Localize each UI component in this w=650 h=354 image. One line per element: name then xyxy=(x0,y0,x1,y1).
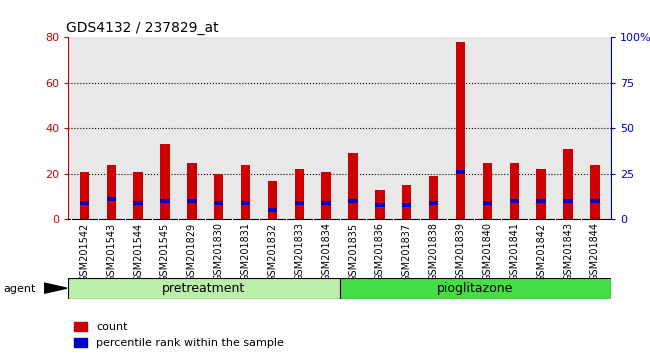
Text: GSM201836: GSM201836 xyxy=(375,222,385,281)
Bar xyxy=(107,198,116,201)
Bar xyxy=(510,199,519,203)
Text: pioglitazone: pioglitazone xyxy=(437,282,514,295)
Text: GSM201840: GSM201840 xyxy=(482,222,493,281)
Legend: count, percentile rank within the sample: count, percentile rank within the sample xyxy=(74,322,284,348)
Bar xyxy=(348,153,358,219)
Polygon shape xyxy=(44,283,67,293)
Bar xyxy=(564,199,573,203)
Text: GSM201839: GSM201839 xyxy=(456,222,465,281)
Bar xyxy=(187,199,196,203)
Bar xyxy=(268,181,277,219)
Bar xyxy=(402,203,411,207)
Text: GSM201542: GSM201542 xyxy=(79,222,89,282)
Bar xyxy=(161,199,170,203)
Bar xyxy=(68,278,339,299)
Bar xyxy=(80,201,89,205)
Bar xyxy=(322,172,331,219)
Text: GSM201830: GSM201830 xyxy=(214,222,224,281)
Bar xyxy=(133,201,143,205)
Bar xyxy=(375,203,385,207)
Text: GDS4132 / 237829_at: GDS4132 / 237829_at xyxy=(66,21,218,35)
Bar xyxy=(322,201,331,205)
Text: GSM201545: GSM201545 xyxy=(160,222,170,282)
Bar xyxy=(241,201,250,205)
Bar xyxy=(483,201,492,205)
Bar xyxy=(241,165,250,219)
Bar xyxy=(456,42,465,219)
Bar xyxy=(590,165,599,219)
Bar xyxy=(429,201,438,205)
Bar xyxy=(564,149,573,219)
Bar xyxy=(510,162,519,219)
Bar xyxy=(375,190,385,219)
Text: GSM201835: GSM201835 xyxy=(348,222,358,281)
Text: agent: agent xyxy=(3,284,36,293)
Bar xyxy=(536,199,546,203)
Bar xyxy=(456,170,465,174)
Bar xyxy=(294,201,304,205)
Bar xyxy=(402,185,411,219)
Text: GSM201844: GSM201844 xyxy=(590,222,600,281)
Bar xyxy=(268,208,277,212)
Bar xyxy=(161,144,170,219)
Text: GSM201544: GSM201544 xyxy=(133,222,143,281)
Bar xyxy=(483,162,492,219)
Text: GSM201831: GSM201831 xyxy=(240,222,251,281)
Bar xyxy=(214,174,224,219)
Text: GSM201842: GSM201842 xyxy=(536,222,546,281)
Bar xyxy=(294,169,304,219)
Text: GSM201837: GSM201837 xyxy=(402,222,412,281)
Text: GSM201829: GSM201829 xyxy=(187,222,197,281)
Text: GSM201543: GSM201543 xyxy=(106,222,116,281)
Text: GSM201834: GSM201834 xyxy=(321,222,332,281)
Bar xyxy=(590,199,599,203)
Text: GSM201833: GSM201833 xyxy=(294,222,304,281)
Bar xyxy=(187,162,196,219)
Bar xyxy=(107,165,116,219)
Bar xyxy=(133,172,143,219)
Text: GSM201832: GSM201832 xyxy=(267,222,278,281)
Bar xyxy=(429,176,438,219)
Bar xyxy=(339,278,611,299)
Bar xyxy=(214,201,224,205)
Bar xyxy=(348,199,358,203)
Text: GSM201843: GSM201843 xyxy=(563,222,573,281)
Bar xyxy=(536,169,546,219)
Text: GSM201838: GSM201838 xyxy=(428,222,439,281)
Text: GSM201841: GSM201841 xyxy=(509,222,519,281)
Bar xyxy=(80,172,89,219)
Text: pretreatment: pretreatment xyxy=(162,282,246,295)
